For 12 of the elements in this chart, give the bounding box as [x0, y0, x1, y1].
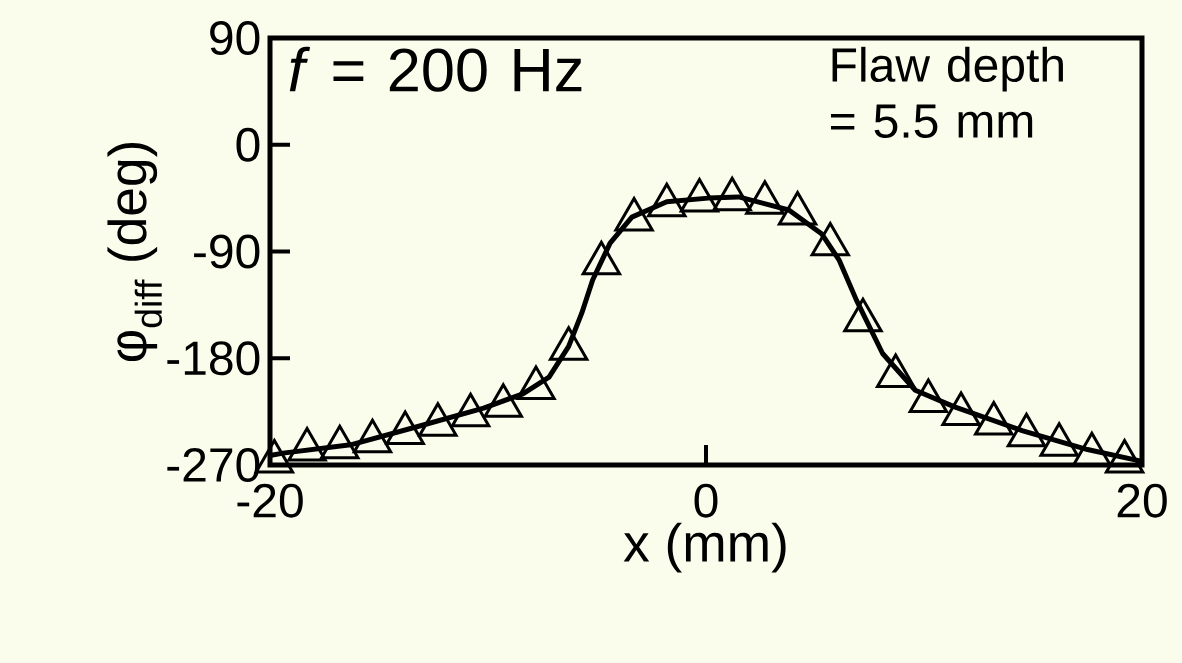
- y-tick-label: -180: [167, 341, 260, 376]
- x-tick-label: -20: [237, 483, 303, 518]
- y-tick-label: 0: [236, 127, 260, 162]
- y-tick-label: 90: [210, 21, 260, 55]
- annotation: Flaw depth = 5.5 mm: [831, 46, 1063, 139]
- x-tick-label: 0: [694, 483, 718, 518]
- y-tick-label: -90: [194, 234, 260, 269]
- x-tick-label: 20: [1117, 483, 1167, 518]
- x-axis-title: x (mm): [623, 522, 786, 573]
- y-tick-label: -270: [167, 448, 260, 482]
- annotation: f = 200 Hz: [289, 46, 582, 92]
- y-axis-title: φ$_{diff}$ (deg): [107, 142, 163, 362]
